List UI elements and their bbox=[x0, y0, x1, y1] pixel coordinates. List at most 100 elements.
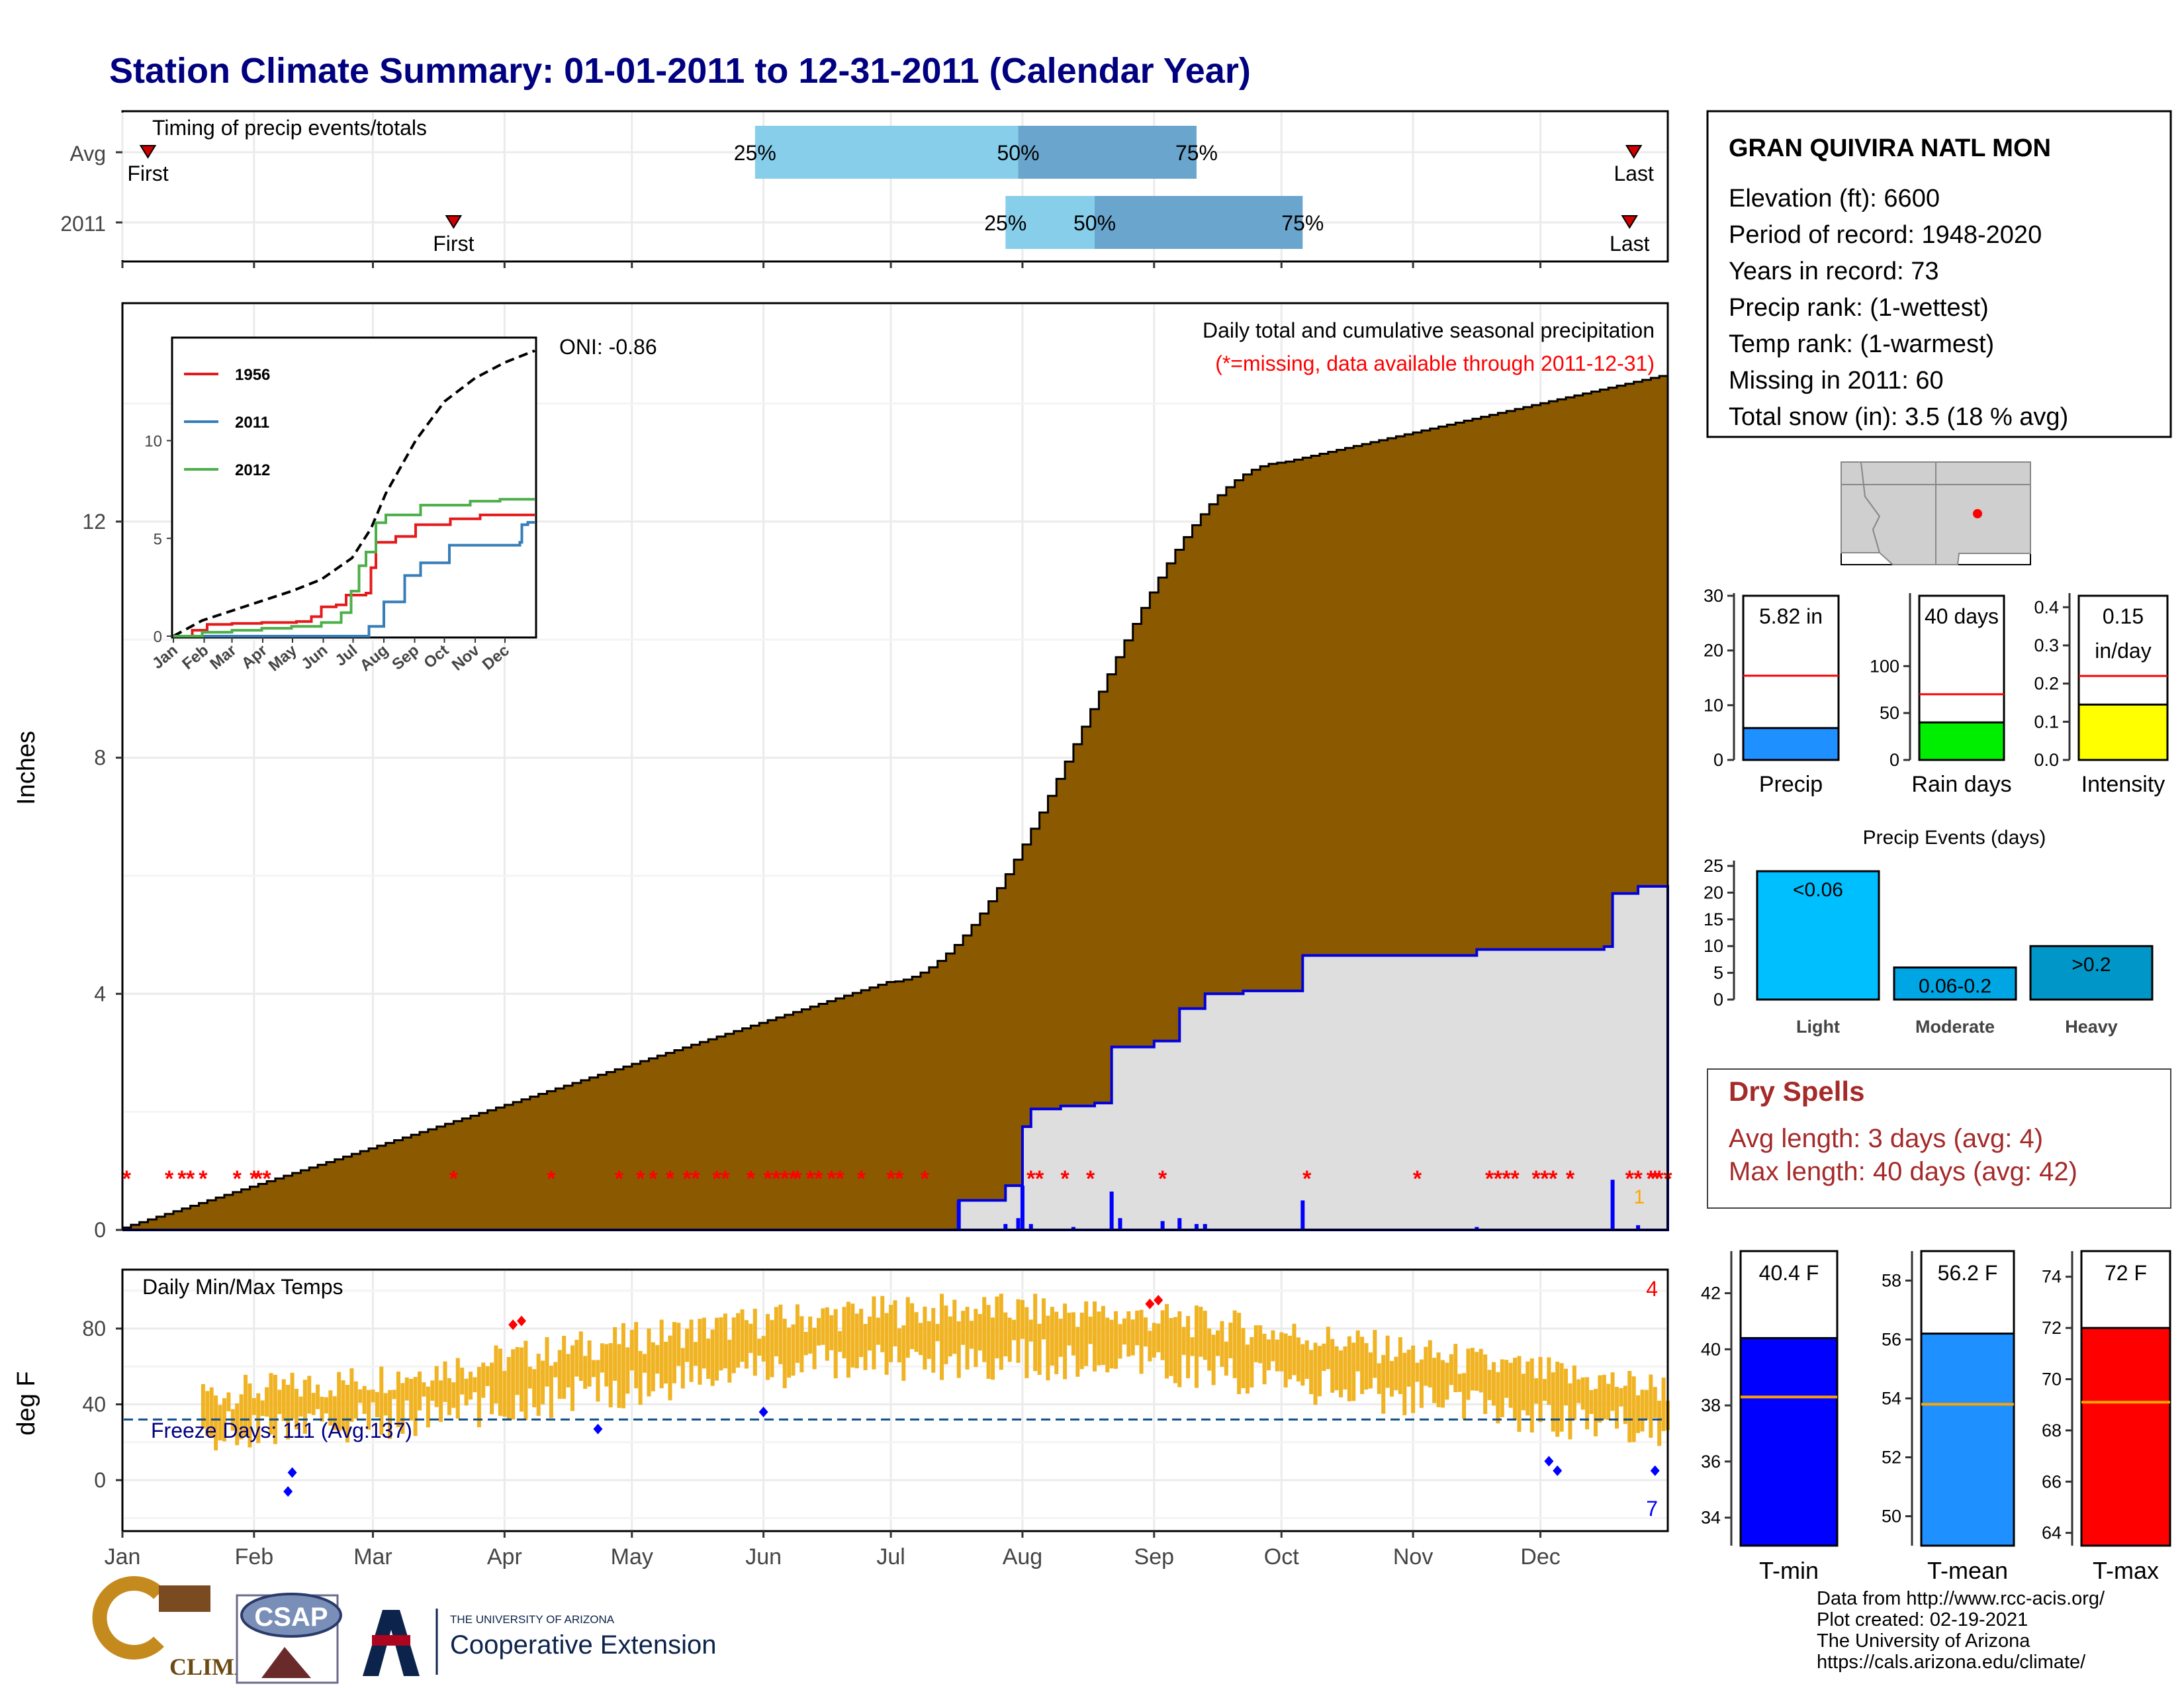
daily-temp-bar bbox=[685, 1329, 690, 1362]
daily-temp-bar bbox=[1101, 1305, 1105, 1365]
daily-temp-bar bbox=[664, 1341, 668, 1384]
record-high-marker bbox=[1154, 1295, 1163, 1306]
record-high-count: 4 bbox=[1646, 1277, 1658, 1301]
precip-chart-frame bbox=[121, 302, 1669, 1231]
daily-temp-bar bbox=[787, 1327, 792, 1378]
daily-temp-bar bbox=[1470, 1348, 1475, 1391]
footer-credits: Data from http://www.rcc-acis.org/Plot c… bbox=[1817, 1588, 2105, 1673]
missing-marker: * bbox=[1413, 1166, 1422, 1192]
daily-temp-bar bbox=[702, 1317, 706, 1369]
daily-temp-bar bbox=[536, 1353, 541, 1416]
daily-temp-bar bbox=[1334, 1346, 1339, 1391]
precip-ytick-label: 4 bbox=[94, 982, 106, 1006]
university-logo: THE UNIVERSITY OF ARIZONA Cooperative Ex… bbox=[363, 1609, 716, 1676]
temp-bar-value bbox=[2080, 1327, 2171, 1547]
daily-temp-bar bbox=[600, 1343, 604, 1373]
daily-precip-bar bbox=[1028, 1224, 1033, 1230]
csap-logo-text: CSAP bbox=[254, 1603, 328, 1632]
daily-temp-bar bbox=[345, 1385, 349, 1442]
daily-temp-bar bbox=[854, 1313, 859, 1369]
mini-bar-value bbox=[1742, 727, 1840, 761]
daily-temp-bar bbox=[1364, 1342, 1369, 1390]
daily-temp-bar bbox=[766, 1314, 770, 1380]
events-category-label: Heavy bbox=[2065, 1017, 2118, 1037]
missing-marker: * bbox=[763, 1166, 772, 1192]
daily-temp-bar bbox=[1173, 1317, 1177, 1383]
daily-temp-bar bbox=[1224, 1341, 1228, 1376]
daily-temp-bar bbox=[999, 1293, 1003, 1370]
timing-row-label-avg: Avg bbox=[69, 142, 106, 165]
inset-legend-label: 2012 bbox=[235, 461, 270, 479]
daily-temp-bar bbox=[485, 1366, 490, 1386]
daily-temp-bar bbox=[1322, 1343, 1326, 1372]
daily-temp-bar bbox=[265, 1387, 269, 1417]
daily-temp-bar bbox=[1250, 1336, 1254, 1387]
daily-temp-bar bbox=[1398, 1337, 1402, 1394]
mini-bar-tick-label: 50 bbox=[1880, 703, 1899, 723]
daily-temp-bar bbox=[1079, 1312, 1084, 1370]
daily-temp-bar bbox=[676, 1323, 681, 1366]
daily-temp-bar bbox=[621, 1323, 625, 1409]
mini-bar-tick-label: 30 bbox=[1704, 586, 1723, 606]
daily-temp-bar bbox=[583, 1356, 588, 1389]
inset-ytick-label: 5 bbox=[154, 530, 162, 548]
daily-temp-bar bbox=[519, 1347, 523, 1412]
mini-bar-tick-label: 10 bbox=[1704, 695, 1723, 715]
locator-map bbox=[1841, 461, 2031, 565]
daily-temp-bar bbox=[1508, 1362, 1513, 1408]
daily-temp-bar bbox=[948, 1316, 952, 1357]
daily-temp-bar bbox=[1555, 1362, 1560, 1437]
daily-temp-bar bbox=[1449, 1354, 1453, 1385]
daily-temp-bar bbox=[698, 1319, 702, 1385]
daily-temp-bar bbox=[383, 1393, 388, 1416]
month-label: Aug bbox=[1003, 1544, 1043, 1570]
daily-temp-bar bbox=[1534, 1378, 1539, 1404]
daily-temp-bar bbox=[931, 1307, 936, 1373]
daily-temp-bar bbox=[226, 1392, 231, 1411]
daily-temp-bar bbox=[1496, 1372, 1500, 1424]
station-info-line: Missing in 2011: 60 bbox=[1729, 367, 1944, 395]
temp-ytick-label: 0 bbox=[94, 1468, 106, 1492]
events-tick-label: 0 bbox=[1713, 990, 1723, 1009]
daily-temp-bar bbox=[1529, 1358, 1534, 1433]
missing-marker: * bbox=[177, 1166, 187, 1192]
missing-marker: * bbox=[636, 1166, 645, 1192]
daily-temp-bar bbox=[498, 1348, 502, 1416]
daily-temp-bar bbox=[1619, 1387, 1623, 1407]
missing-marker: * bbox=[649, 1166, 658, 1192]
daily-temp-bar bbox=[833, 1309, 838, 1379]
record-low-marker bbox=[1650, 1465, 1660, 1476]
daily-temp-bar bbox=[935, 1323, 940, 1342]
missing-marker: * bbox=[1060, 1166, 1069, 1192]
precip-ytick-label: 8 bbox=[94, 746, 106, 770]
daily-temp-bar bbox=[978, 1314, 982, 1351]
missing-marker: * bbox=[1086, 1166, 1095, 1192]
station-info-box: GRAN QUIVIRA NATL MON Elevation (ft): 66… bbox=[1706, 110, 2172, 438]
daily-temp-bar bbox=[872, 1296, 876, 1370]
daily-temp-bar bbox=[532, 1369, 537, 1407]
daily-temp-bar bbox=[494, 1345, 498, 1404]
daily-temp-bar bbox=[927, 1321, 931, 1359]
daily-temp-bar bbox=[651, 1342, 655, 1391]
daily-precip-bar bbox=[1003, 1224, 1008, 1230]
daily-temp-bar bbox=[413, 1377, 418, 1436]
daily-temp-bar bbox=[1279, 1332, 1284, 1372]
missing-marker: * bbox=[895, 1166, 904, 1192]
daily-temp-bar bbox=[1109, 1319, 1114, 1369]
temp-bar-tick-label: 34 bbox=[1701, 1508, 1721, 1528]
daily-temp-bar bbox=[1148, 1331, 1152, 1362]
temp-bar-tick-label: 52 bbox=[1882, 1448, 1901, 1468]
events-bar bbox=[1893, 966, 2017, 1001]
daily-temp-bar bbox=[1564, 1368, 1569, 1406]
daily-temp-bar bbox=[1402, 1352, 1407, 1415]
record-low-marker bbox=[1544, 1456, 1554, 1467]
mini-bar-value-label: 5.82 in bbox=[1759, 604, 1823, 628]
daily-precip-bar bbox=[1610, 1180, 1615, 1230]
precip-ylabel: Inches bbox=[13, 731, 40, 805]
station-info-line: Total snow (in): 3.5 (18 % avg) bbox=[1729, 403, 2068, 431]
daily-temp-bar bbox=[311, 1393, 316, 1415]
daily-temp-bar bbox=[974, 1309, 978, 1368]
daily-temp-bar bbox=[209, 1387, 214, 1438]
record-low-marker bbox=[758, 1406, 768, 1417]
daily-temp-bar bbox=[302, 1380, 307, 1434]
